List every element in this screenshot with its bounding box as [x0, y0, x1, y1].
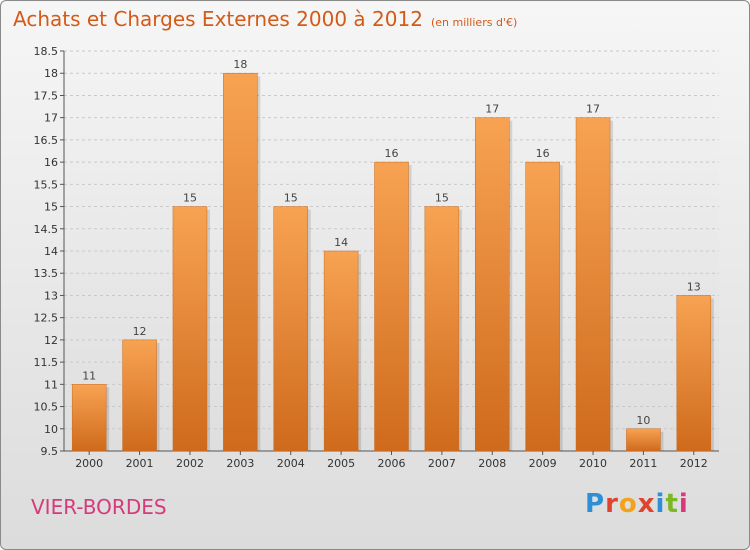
- bar: [626, 428, 661, 452]
- logo-letter: P: [585, 489, 606, 519]
- bar: [374, 161, 409, 452]
- bar: [122, 339, 157, 452]
- y-tick-label: 10.5: [34, 401, 59, 414]
- y-tick-label: 11.5: [34, 356, 59, 369]
- bar-value-label: 15: [183, 192, 197, 205]
- logo-letter: o: [618, 489, 638, 519]
- bar-value-label: 13: [687, 280, 701, 293]
- y-tick-label: 14.5: [34, 223, 59, 236]
- bar: [323, 250, 359, 452]
- x-tick-label: 2011: [629, 457, 657, 470]
- bar: [676, 295, 712, 452]
- logo-letter: x: [637, 489, 656, 519]
- y-tick-label: 10: [44, 423, 58, 436]
- y-tick-label: 13.5: [34, 267, 59, 280]
- x-tick-label: 2005: [327, 457, 355, 470]
- logo-letter: t: [665, 489, 679, 519]
- bar-value-label: 17: [586, 103, 600, 116]
- bar: [172, 206, 208, 452]
- y-tick-label: 12.5: [34, 312, 59, 325]
- x-tick-label: 2000: [75, 457, 103, 470]
- logo-letter: i: [678, 489, 689, 519]
- y-tick-label: 14: [44, 245, 58, 258]
- x-tick-label: 2010: [579, 457, 607, 470]
- x-tick-label: 2007: [428, 457, 456, 470]
- bar: [525, 161, 560, 452]
- bar: [475, 117, 510, 452]
- x-tick-label: 2006: [378, 457, 406, 470]
- proxiti-logo: Proxiti: [585, 489, 689, 519]
- y-tick-label: 18: [44, 67, 58, 80]
- bar: [424, 206, 460, 452]
- bar-value-label: 12: [133, 325, 147, 338]
- bar: [575, 117, 611, 452]
- x-tick-label: 2008: [478, 457, 506, 470]
- bar-value-label: 16: [385, 147, 399, 160]
- y-tick-label: 9.5: [41, 445, 59, 458]
- bar-value-label: 15: [435, 192, 449, 205]
- chart-title-text: Achats et Charges Externes 2000 à 2012: [13, 7, 423, 31]
- y-tick-label: 11: [44, 378, 58, 391]
- x-tick-label: 2001: [126, 457, 154, 470]
- chart-subtitle: (en milliers d'€): [430, 16, 518, 29]
- bar-value-label: 16: [536, 147, 550, 160]
- y-tick-label: 15.5: [34, 178, 59, 191]
- y-tick-label: 15: [44, 201, 58, 214]
- bar-value-label: 10: [636, 414, 650, 427]
- bar-value-label: 15: [284, 192, 298, 205]
- x-tick-label: 2012: [680, 457, 708, 470]
- y-tick-label: 17.5: [34, 89, 59, 102]
- chart-title: Achats et Charges Externes 2000 à 2012 (e…: [13, 7, 517, 31]
- y-tick-label: 17: [44, 112, 58, 125]
- bar: [223, 72, 258, 452]
- y-tick-label: 13: [44, 289, 58, 302]
- bar: [71, 384, 107, 452]
- bar-value-label: 14: [334, 236, 348, 249]
- commune-name: VIER-BORDES: [31, 495, 167, 519]
- x-tick-label: 2002: [176, 457, 204, 470]
- x-tick-label: 2009: [529, 457, 557, 470]
- bar-value-label: 17: [485, 103, 499, 116]
- y-tick-label: 16: [44, 156, 58, 169]
- logo-letter: r: [605, 489, 619, 519]
- y-tick-label: 12: [44, 334, 58, 347]
- y-tick-label: 18.5: [34, 45, 59, 58]
- bar-value-label: 11: [82, 369, 96, 382]
- bar-value-label: 18: [233, 58, 247, 71]
- x-tick-label: 2003: [226, 457, 254, 470]
- x-tick-label: 2004: [277, 457, 305, 470]
- y-tick-label: 16.5: [34, 134, 59, 147]
- logo-letter: i: [655, 489, 666, 519]
- bar: [273, 206, 308, 452]
